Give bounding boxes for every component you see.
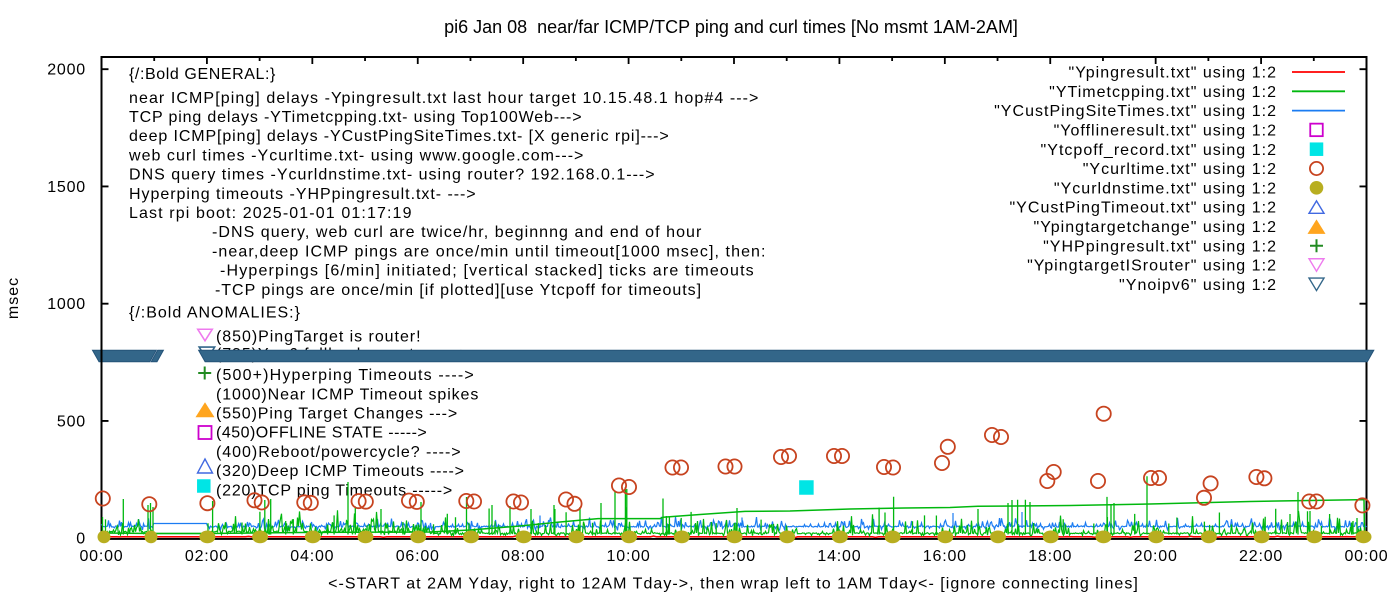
svg-text:10:00: 10:00	[607, 548, 651, 565]
svg-text:"YpingtargetISrouter" using 1:: "YpingtargetISrouter" using 1:2	[1027, 258, 1277, 275]
svg-text:1500: 1500	[47, 179, 86, 196]
svg-text:"Ypingtargetchange" using 1:2: "Ypingtargetchange" using 1:2	[1034, 219, 1277, 236]
svg-text:500: 500	[57, 413, 86, 430]
svg-text:2000: 2000	[47, 62, 86, 79]
svg-text:"YTimetcpping.txt" using 1:2: "YTimetcpping.txt" using 1:2	[1049, 84, 1277, 101]
svg-text:<-START at 2AM Yday, right to: <-START at 2AM Yday, right to 12AM Tday-…	[328, 576, 1139, 593]
svg-text:"Ynoipv6" using 1:2: "Ynoipv6" using 1:2	[1119, 277, 1277, 294]
svg-text:near ICMP[ping] delays -Ypingr: near ICMP[ping] delays -Ypingresult.txt …	[129, 90, 759, 107]
svg-text:16:00: 16:00	[923, 548, 967, 565]
svg-text:(500+)Hyperping Timeouts ---->: (500+)Hyperping Timeouts ---->	[216, 367, 475, 384]
svg-text:14:00: 14:00	[817, 548, 861, 565]
svg-text:Last rpi boot: 2025-01-01 01:1: Last rpi boot: 2025-01-01 01:17:19	[129, 205, 413, 222]
svg-text:"Ycurldnstime.txt" using 1:2: "Ycurldnstime.txt" using 1:2	[1054, 180, 1277, 197]
svg-text:06:00: 06:00	[396, 548, 440, 565]
svg-text:pi6 Jan 08 near/far ICMP/TCP: pi6 Jan 08 near/far ICMP/TCP ping and cu…	[444, 17, 1018, 37]
svg-text:00:00: 00:00	[1344, 548, 1388, 565]
svg-text:12:00: 12:00	[712, 548, 756, 565]
svg-text:Hyperping timeouts -YHPpingres: Hyperping timeouts -YHPpingresult.txt- -…	[129, 186, 477, 203]
svg-text:08:00: 08:00	[501, 548, 545, 565]
svg-text:18:00: 18:00	[1028, 548, 1072, 565]
svg-text:(550)Ping Target Changes --->: (550)Ping Target Changes --->	[216, 406, 458, 423]
svg-text:(450)OFFLINE STATE ----->: (450)OFFLINE STATE ----->	[216, 425, 427, 442]
svg-text:"YCustPingSiteTimes.txt" using: "YCustPingSiteTimes.txt" using 1:2	[994, 103, 1277, 120]
svg-text:"YCustPingTimeout.txt" using 1: "YCustPingTimeout.txt" using 1:2	[1009, 200, 1277, 217]
svg-text:(320)Deep ICMP Timeouts ---->: (320)Deep ICMP Timeouts ---->	[216, 463, 465, 480]
svg-text:(850)PingTarget is router!: (850)PingTarget is router!	[216, 329, 422, 346]
svg-text:04:00: 04:00	[290, 548, 334, 565]
svg-text:"Ycurltime.txt" using 1:2: "Ycurltime.txt" using 1:2	[1083, 161, 1277, 178]
svg-text:-Hyperpings [6/min] initiated;: -Hyperpings [6/min] initiated; [vertical…	[220, 263, 755, 280]
svg-text:"YHPpingresult.txt" using 1:2: "YHPpingresult.txt" using 1:2	[1043, 238, 1277, 255]
svg-text:-near,deep ICMP pings are once: -near,deep ICMP pings are once/min until…	[212, 243, 767, 260]
svg-text:TCP ping delays -YTimetcpping.: TCP ping delays -YTimetcpping.txt- using…	[129, 109, 582, 126]
svg-text:0: 0	[76, 531, 86, 548]
svg-text:deep ICMP[ping] delays -YCustP: deep ICMP[ping] delays -YCustPingSiteTim…	[129, 128, 670, 145]
svg-text:-TCP pings are once/min [if pl: -TCP pings are once/min [if plotted][use…	[215, 282, 702, 299]
svg-text:"Ytcpoff_record.txt" using 1:2: "Ytcpoff_record.txt" using 1:2	[1041, 142, 1277, 159]
svg-text:(220)TCP ping Timeouts ----->: (220)TCP ping Timeouts ----->	[216, 482, 453, 499]
svg-text:02:00: 02:00	[185, 548, 229, 565]
svg-text:"Ypingresult.txt" using 1:2: "Ypingresult.txt" using 1:2	[1069, 65, 1277, 82]
svg-text:20:00: 20:00	[1134, 548, 1178, 565]
svg-text:"Yofflineresult.txt" using 1:2: "Yofflineresult.txt" using 1:2	[1054, 123, 1277, 140]
svg-text:22:00: 22:00	[1239, 548, 1283, 565]
svg-text:{/:Bold ANOMALIES:}: {/:Bold ANOMALIES:}	[129, 304, 301, 321]
svg-text:msec: msec	[5, 277, 22, 319]
svg-text:(1000)Near ICMP Timeout spikes: (1000)Near ICMP Timeout spikes	[216, 386, 479, 403]
svg-text:web curl times -Ycurltime.txt-: web curl times -Ycurltime.txt- using www…	[128, 147, 584, 164]
svg-text:DNS query times -Ycurldnstime.: DNS query times -Ycurldnstime.txt- using…	[129, 167, 656, 184]
svg-text:-DNS query, web curl are twice: -DNS query, web curl are twice/hr, begin…	[212, 224, 702, 241]
svg-text:{/:Bold GENERAL:}: {/:Bold GENERAL:}	[129, 66, 276, 83]
svg-text:1000: 1000	[47, 296, 86, 313]
svg-text:00:00: 00:00	[79, 548, 123, 565]
svg-text:(400)Reboot/powercycle? ---->: (400)Reboot/powercycle? ---->	[216, 444, 462, 461]
